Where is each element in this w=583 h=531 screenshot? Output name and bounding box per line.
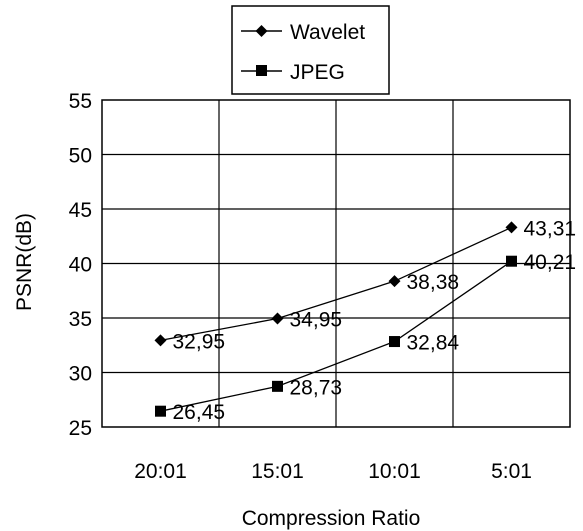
- data-point-jpeg: [155, 405, 166, 417]
- data-point-wavelet: [154, 334, 167, 347]
- y-tick-label: 40: [69, 254, 92, 277]
- legend-box: [231, 5, 390, 95]
- legend-marker-square: [256, 65, 267, 76]
- data-point-jpeg: [272, 380, 283, 392]
- y-tick-label: 50: [69, 145, 92, 168]
- y-tick-label: 25: [69, 417, 92, 440]
- data-label-wavelet: 38,38: [407, 271, 460, 294]
- series-wavelet: 32,95 34,95 38,38 43,31: [154, 217, 577, 353]
- data-label-jpeg: 26,45: [173, 401, 226, 424]
- x-tick-label: 15:01: [251, 460, 304, 483]
- legend: Wavelet JPEG: [231, 5, 390, 95]
- y-tick-label: 55: [69, 90, 92, 113]
- x-tick-label: 20:01: [134, 460, 187, 483]
- data-point-wavelet: [271, 312, 284, 325]
- y-axis-title: PSNR(dB): [13, 213, 36, 311]
- y-tick-label: 30: [69, 363, 92, 386]
- legend-label-jpeg: JPEG: [290, 61, 345, 84]
- series-line-wavelet: [160, 226, 512, 341]
- series-line-jpeg: [160, 260, 512, 412]
- data-point-wavelet: [505, 221, 518, 234]
- legend-marker-diamond: [255, 25, 268, 37]
- data-label-wavelet: 43,31: [524, 217, 577, 240]
- plot-area: 25 30 35 40 45 50 55 20:01 15:01 10:01 5:01 32,95 34…: [69, 90, 576, 483]
- data-point-jpeg: [389, 336, 400, 348]
- series-jpeg: 26,45 28,73 32,84 40,21: [155, 251, 576, 424]
- data-point-wavelet: [388, 275, 401, 288]
- legend-label-wavelet: Wavelet: [290, 21, 365, 44]
- x-axis-title: Compression Ratio: [242, 507, 421, 530]
- data-label-wavelet: 32,95: [173, 330, 226, 353]
- x-tick-label: 10:01: [368, 460, 421, 483]
- data-label-jpeg: 28,73: [290, 376, 343, 399]
- data-label-wavelet: 34,95: [290, 309, 343, 332]
- x-tick-label: 5:01: [491, 460, 532, 483]
- data-label-jpeg: 32,84: [407, 332, 460, 355]
- data-label-jpeg: 40,21: [524, 251, 577, 274]
- y-tick-label: 45: [69, 199, 92, 222]
- y-tick-label: 35: [69, 308, 92, 331]
- data-point-jpeg: [506, 255, 517, 267]
